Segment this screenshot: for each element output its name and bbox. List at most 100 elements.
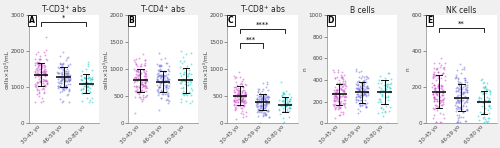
Point <box>162 85 170 87</box>
Point <box>334 71 342 73</box>
Point <box>460 101 468 104</box>
Point <box>451 97 459 100</box>
Point <box>58 90 66 92</box>
Point <box>164 62 172 64</box>
Point <box>459 103 467 106</box>
Point <box>276 105 284 107</box>
Point <box>57 77 65 79</box>
Point <box>162 88 170 90</box>
Point <box>65 74 73 77</box>
Point <box>436 96 444 98</box>
Point <box>230 94 238 97</box>
Point <box>459 116 467 118</box>
Point <box>162 77 170 79</box>
Point <box>440 117 448 119</box>
Point <box>64 83 72 85</box>
Point <box>455 116 463 118</box>
Point <box>262 109 270 112</box>
Point <box>441 75 449 78</box>
Point <box>141 62 149 64</box>
Point <box>354 87 362 89</box>
Point <box>242 91 250 94</box>
Point <box>452 104 460 106</box>
Point <box>242 115 250 117</box>
Point <box>238 85 246 87</box>
Point <box>254 108 262 110</box>
Point <box>81 81 89 83</box>
Point <box>453 98 461 100</box>
Point <box>433 91 441 93</box>
Point <box>452 94 460 97</box>
Point <box>162 80 170 82</box>
Y-axis label: cells×10³/mL: cells×10³/mL <box>202 50 208 89</box>
Point <box>157 97 165 100</box>
Point <box>338 77 345 80</box>
Point <box>384 91 392 93</box>
Point <box>78 75 86 78</box>
Point <box>134 70 142 72</box>
Point <box>284 106 292 109</box>
Point <box>376 90 384 92</box>
Point <box>78 91 86 94</box>
Point <box>261 97 269 100</box>
Point <box>58 78 66 81</box>
Point <box>130 90 138 92</box>
Point <box>430 104 438 106</box>
Point <box>162 84 170 86</box>
Point <box>330 104 338 107</box>
Text: *: * <box>62 15 66 21</box>
Point <box>434 93 442 96</box>
Point <box>279 107 287 109</box>
Point <box>362 91 370 93</box>
Point <box>460 67 468 70</box>
Point <box>43 80 51 82</box>
Point <box>239 96 247 98</box>
Point <box>80 77 88 79</box>
Point <box>481 107 489 109</box>
Point <box>136 89 144 92</box>
Point <box>460 76 468 79</box>
Point <box>432 90 440 92</box>
Point <box>330 103 338 106</box>
Point <box>78 92 86 95</box>
Point <box>340 83 348 86</box>
Point <box>186 102 194 104</box>
Point <box>132 90 140 92</box>
Point <box>60 75 68 77</box>
Point <box>82 85 90 87</box>
Point <box>464 89 471 91</box>
Point <box>475 97 483 100</box>
Point <box>154 75 162 77</box>
Point <box>362 75 370 78</box>
Point <box>356 96 364 98</box>
Point <box>34 73 42 75</box>
Point <box>161 79 169 81</box>
Point <box>260 94 268 96</box>
Point <box>180 94 188 96</box>
Point <box>164 68 172 70</box>
Point <box>376 98 384 100</box>
Point <box>476 111 484 113</box>
Point <box>432 79 440 81</box>
Point <box>35 67 43 70</box>
Point <box>332 77 340 79</box>
Point <box>462 109 470 112</box>
Point <box>454 99 462 101</box>
Point <box>480 121 488 123</box>
Point <box>64 65 72 67</box>
Point <box>462 90 469 93</box>
Point <box>179 78 187 80</box>
Point <box>132 85 140 88</box>
Point <box>386 81 394 84</box>
Point <box>38 100 46 102</box>
Point <box>474 99 482 101</box>
Point <box>256 88 264 90</box>
Point <box>155 69 163 71</box>
Point <box>230 100 238 102</box>
Point <box>38 67 46 69</box>
Point <box>160 73 168 76</box>
Point <box>356 80 364 82</box>
Point <box>438 100 446 103</box>
Point <box>360 92 368 94</box>
Point <box>162 74 170 76</box>
